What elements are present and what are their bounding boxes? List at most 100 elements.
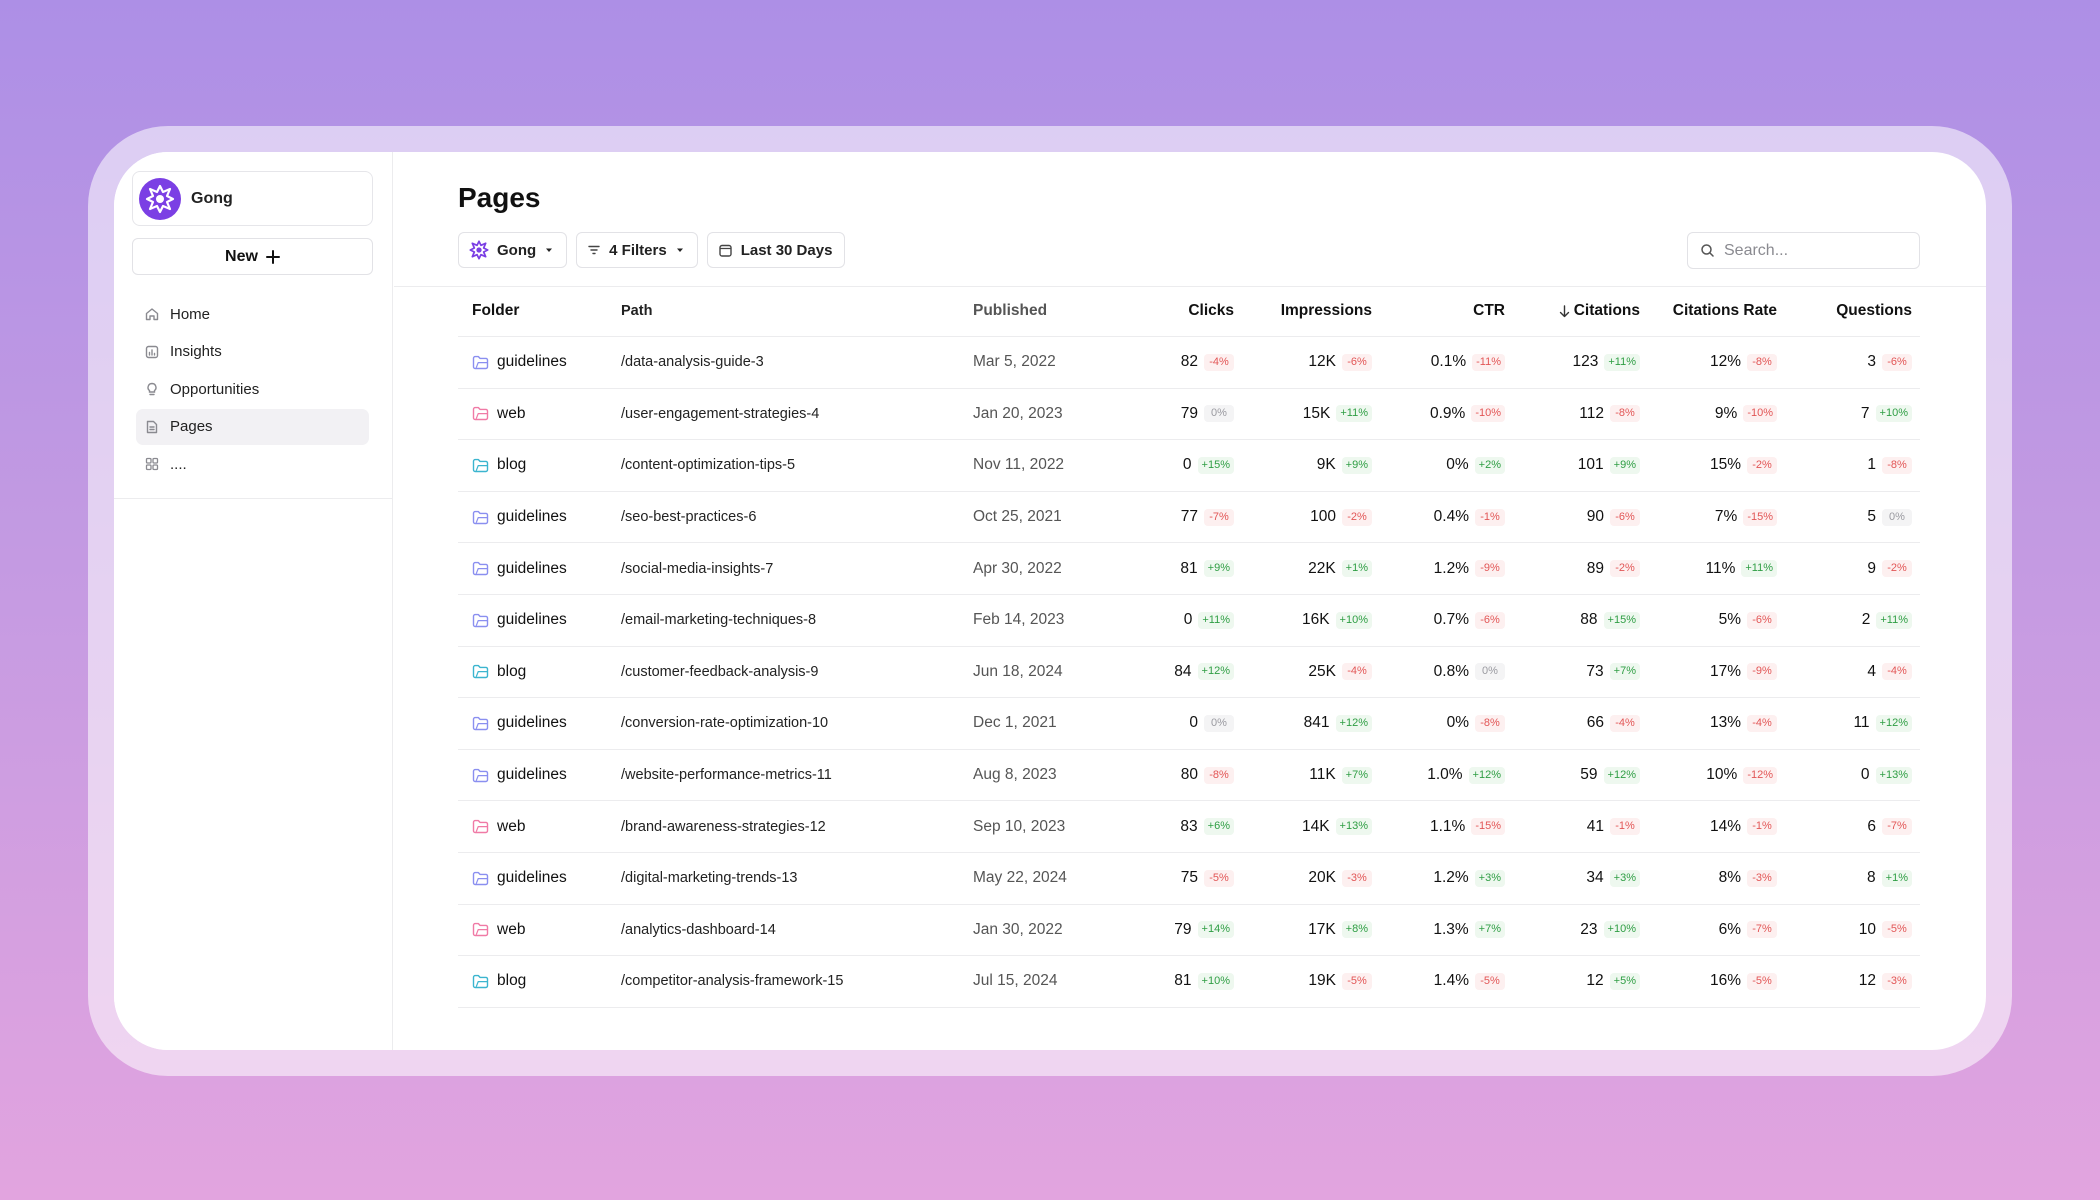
sidebar-item-opportunities[interactable]: Opportunities [136, 371, 369, 407]
table-row[interactable]: blog/competitor-analysis-framework-15 Jul… [458, 956, 1920, 1008]
metric-value: 112 [1579, 404, 1604, 422]
path-link[interactable]: /user-engagement-strategies-4 [621, 405, 820, 422]
questions-cell: 7 +10% [1777, 405, 1912, 423]
workspace-switcher[interactable]: Gong [132, 171, 373, 226]
column-header-ctr[interactable]: CTR [1473, 302, 1505, 319]
path-link[interactable]: /digital-marketing-trends-13 [621, 870, 798, 887]
metric-value: 5% [1718, 611, 1741, 629]
path-link[interactable]: /website-performance-metrics-11 [621, 767, 832, 784]
sidebar-item-insights[interactable]: Insights [136, 334, 369, 370]
metric-value: 10 [1858, 920, 1876, 938]
published-date: Aug 8, 2023 [973, 766, 1057, 784]
metric-value: 10% [1706, 766, 1738, 784]
change-badge: +13% [1875, 766, 1912, 784]
path-link[interactable]: /seo-best-practices-6 [621, 509, 757, 526]
table-row[interactable]: guidelines/email-marketing-techniques-8 F… [458, 595, 1920, 647]
table-row[interactable]: guidelines/conversion-rate-optimization-… [458, 698, 1920, 750]
folder-icon [472, 458, 489, 473]
path-link[interactable]: /conversion-rate-optimization-10 [621, 715, 829, 732]
change-badge: +11% [1198, 611, 1234, 629]
metric-value: 8 [1867, 869, 1876, 887]
folder-icon [472, 355, 489, 369]
citations-rate-cell: 11% +11% [1640, 560, 1777, 578]
change-badge: -2% [1747, 456, 1777, 474]
path-link[interactable]: /social-media-insights-7 [621, 560, 774, 577]
path-link[interactable]: /email-marketing-techniques-8 [621, 612, 817, 629]
app-window: Gong New Home Insights Opportunities Pag… [114, 152, 1986, 1050]
table-row[interactable]: guidelines/digital-marketing-trends-13 Ma… [458, 853, 1920, 905]
metric-value: 101 [1577, 456, 1604, 474]
metric-value: 75 [1180, 869, 1198, 887]
path-link[interactable]: /competitor-analysis-framework-15 [621, 973, 844, 990]
table-row[interactable]: web/analytics-dashboard-14 Jan 30, 2022 79… [458, 905, 1920, 957]
page-title: Pages [458, 182, 541, 213]
metric-value: 22K [1308, 559, 1336, 577]
metric-value: 5 [1867, 508, 1876, 526]
published-date: Jul 15, 2024 [973, 972, 1058, 990]
new-button[interactable]: New [132, 238, 373, 275]
sidebar: Gong New Home Insights Opportunities Pag… [114, 152, 393, 1050]
table-row[interactable]: web/brand-awareness-strategies-12 Sep 10,… [458, 801, 1920, 853]
path-link[interactable]: /data-analysis-guide-3 [621, 354, 764, 371]
citations-rate-cell: 5% -6% [1640, 611, 1777, 629]
questions-cell: 2 +11% [1777, 611, 1912, 629]
folder-cell: blog [458, 456, 621, 474]
impressions-cell: 20K -3% [1234, 869, 1372, 887]
column-header-impressions[interactable]: Impressions [1280, 302, 1372, 319]
column-header-path[interactable]: Path [621, 303, 653, 319]
table-row[interactable]: guidelines/social-media-insights-7 Apr 30… [458, 543, 1920, 595]
column-header-clicks[interactable]: Clicks [1188, 302, 1234, 319]
clicks-cell: 0 +11% [1129, 611, 1234, 629]
toolbar-divider [394, 286, 1986, 287]
toolbar: Gong 4 Filters Last 30 Days [458, 232, 846, 268]
change-badge: +7% [1474, 921, 1505, 939]
table-row[interactable]: web/user-engagement-strategies-4 Jan 20, … [458, 389, 1920, 441]
sidebar-item-home[interactable]: Home [136, 296, 369, 332]
metric-value: 66 [1586, 714, 1604, 732]
search-box[interactable] [1687, 232, 1920, 269]
path-link[interactable]: /customer-feedback-analysis-9 [621, 663, 819, 680]
metric-value: 0% [1446, 456, 1469, 474]
sidebar-item-pages[interactable]: Pages [136, 408, 369, 445]
table-row[interactable]: blog/content-optimization-tips-5 Nov 11, … [458, 440, 1920, 492]
path-link[interactable]: /brand-awareness-strategies-12 [621, 818, 826, 835]
table-row[interactable]: guidelines/data-analysis-guide-3 Mar 5, 2… [458, 337, 1920, 389]
change-badge: -15% [1471, 818, 1505, 836]
filters-button[interactable]: 4 Filters [576, 232, 698, 268]
change-badge: +10% [1197, 972, 1234, 990]
change-badge: -5% [1342, 972, 1372, 990]
table-row[interactable]: blog/customer-feedback-analysis-9 Jun 18,… [458, 647, 1920, 699]
published-date: Dec 1, 2021 [973, 714, 1057, 732]
column-header-folder[interactable]: Folder [472, 302, 520, 319]
metric-value: 79 [1174, 920, 1192, 938]
impressions-cell: 14K +13% [1234, 818, 1372, 836]
impressions-cell: 100 -2% [1234, 508, 1372, 526]
change-badge: +7% [1609, 663, 1640, 681]
column-header-citations[interactable]: Citations [1505, 302, 1640, 320]
citations-rate-cell: 9% -10% [1640, 405, 1777, 423]
questions-cell: 1 -8% [1777, 456, 1912, 474]
column-header-citations-rate[interactable]: Citations Rate [1672, 302, 1777, 319]
date-range-button[interactable]: Last 30 Days [706, 232, 846, 268]
impressions-cell: 9K +9% [1234, 456, 1372, 474]
metric-value: 81 [1180, 559, 1198, 577]
change-badge: +9% [1341, 456, 1372, 474]
clicks-cell: 79 0% [1129, 405, 1234, 423]
column-header-published[interactable]: Published [973, 302, 1048, 319]
folder-name: guidelines [497, 559, 567, 577]
sidebar-item-more[interactable]: .... [136, 446, 369, 482]
path-link[interactable]: /content-optimization-tips-5 [621, 457, 796, 474]
main-content: Pages Gong 4 Filters Last 30 Days [394, 152, 1986, 1050]
workspace-filter-button[interactable]: Gong [458, 232, 568, 268]
published-date: Nov 11, 2022 [973, 456, 1065, 474]
sidebar-item-label: Insights [170, 343, 222, 360]
path-link[interactable]: /analytics-dashboard-14 [621, 921, 776, 938]
folder-icon [472, 820, 489, 834]
citations-rate-cell: 6% -7% [1640, 921, 1777, 939]
questions-cell: 12 -3% [1777, 972, 1912, 990]
table-row[interactable]: guidelines/seo-best-practices-6 Oct 25, 2… [458, 492, 1920, 544]
search-input[interactable] [1724, 241, 1904, 260]
sidebar-nav: Home Insights Opportunities Pages .... [136, 296, 369, 484]
column-header-questions[interactable]: Questions [1836, 302, 1912, 319]
table-row[interactable]: guidelines/website-performance-metrics-1… [458, 750, 1920, 802]
